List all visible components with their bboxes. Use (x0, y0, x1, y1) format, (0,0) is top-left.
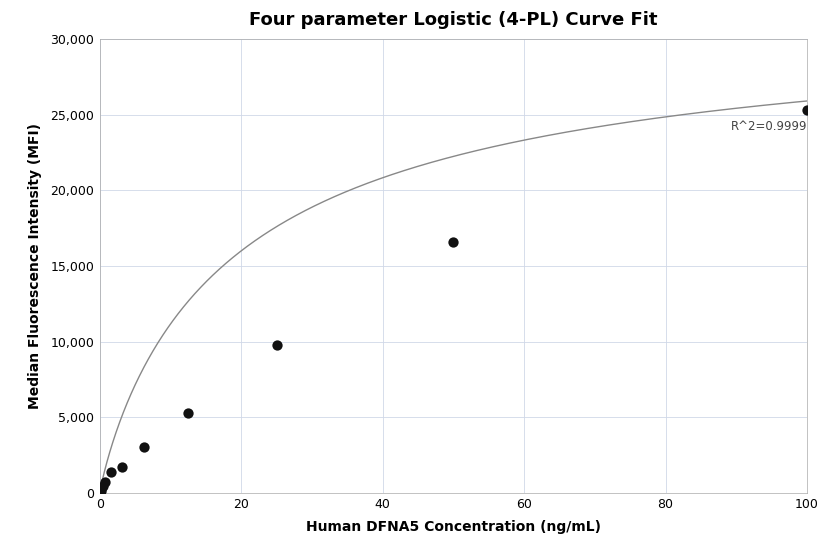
Point (800, 106, 814, 115)
Point (99, 478, 112, 487)
Title: Four parameter Logistic (4-PL) Curve Fit: Four parameter Logistic (4-PL) Curve Fit (250, 11, 657, 29)
Point (137, 442, 151, 451)
Point (95, 484, 108, 493)
Point (94, 487, 107, 496)
Point (181, 409, 195, 418)
Point (447, 237, 460, 246)
Point (104, 468, 117, 477)
Y-axis label: Median Fluorescence Intensity (MFI): Median Fluorescence Intensity (MFI) (28, 123, 42, 409)
Point (270, 341, 283, 350)
X-axis label: Human DFNA5 Concentration (ng/mL): Human DFNA5 Concentration (ng/mL) (306, 520, 601, 534)
Point (96, 482, 109, 491)
Point (116, 463, 129, 472)
Text: R^2=0.9999: R^2=0.9999 (730, 120, 807, 133)
